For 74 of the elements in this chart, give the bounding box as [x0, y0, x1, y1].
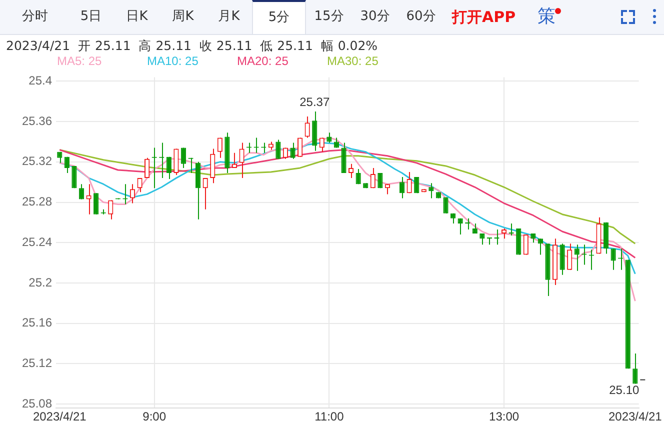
candlestick	[108, 200, 114, 220]
chart-subtitle: 2023/4/21 开 25.11 高 25.11 收 25.11 低 25.11 幅 0.02%	[6, 38, 378, 55]
candlestick	[137, 178, 142, 193]
candlestick	[210, 148, 216, 184]
candlestick	[239, 142, 244, 179]
text: 策	[538, 5, 556, 29]
candlestick	[560, 243, 565, 276]
text: 月K	[217, 8, 241, 26]
candlestick	[414, 176, 420, 194]
candlestick	[166, 156, 172, 180]
candlestick	[130, 184, 136, 204]
y-tick-label: 25.12	[22, 356, 52, 370]
candlestick	[356, 168, 361, 185]
text: 5分	[252, 0, 306, 34]
candlestick	[399, 176, 405, 199]
candlestick	[632, 353, 638, 384]
candlestick	[276, 139, 281, 160]
candlestick	[574, 244, 580, 272]
candlestick	[232, 152, 238, 168]
text: 60分	[405, 8, 437, 26]
annotation: 25.37	[300, 94, 330, 109]
candlestick	[501, 228, 507, 240]
candlestick	[348, 163, 354, 179]
text: 30分	[359, 8, 391, 26]
candlestick	[523, 234, 528, 256]
candlestick	[319, 137, 324, 152]
y-tick-label: 25.24	[22, 234, 52, 249]
candlestick	[196, 161, 201, 220]
candlestick	[202, 178, 208, 210]
candlestick	[428, 182, 434, 199]
candlestick	[610, 248, 616, 270]
candlestick	[86, 184, 92, 215]
text: 日K	[125, 8, 149, 26]
text: 分时	[21, 8, 49, 26]
candlestick	[567, 243, 572, 270]
x-tick-label: 2023/4/21	[608, 410, 662, 423]
text: 打开APP	[452, 7, 516, 28]
annotation: 25.10	[609, 383, 640, 398]
x-tick-label: 13:00	[489, 410, 520, 423]
candlestick	[378, 172, 383, 189]
y-tick-label: 25.4	[28, 74, 52, 88]
candlestick	[406, 172, 412, 194]
x-tick-label: 9:00	[142, 410, 166, 423]
y-tick-label: 25.08	[22, 396, 52, 410]
text: MA10: 25	[147, 54, 200, 68]
candlestick	[458, 218, 463, 236]
y-tick-label: 25.16	[22, 316, 52, 330]
y-tick-label: 25.28	[22, 194, 52, 209]
candlestick	[217, 137, 222, 158]
candlestick	[180, 147, 186, 168]
text: MA30: 25	[327, 54, 380, 68]
candlestick	[64, 156, 70, 174]
candlestick	[174, 148, 179, 176]
candlestick	[326, 132, 332, 144]
x-tick-label: 11:00	[314, 410, 344, 423]
y-tick-label: 25.36	[22, 114, 52, 128]
candlestick	[480, 233, 485, 246]
text: 15分	[313, 8, 345, 26]
y-tick-label: 25.2	[28, 275, 52, 290]
candlestick	[78, 184, 84, 200]
text: 周K	[171, 8, 195, 26]
x-tick-label: 2023/4/21	[32, 410, 87, 423]
text: 5日	[79, 8, 103, 26]
candlestick	[341, 142, 346, 174]
y-tick-label: 25.32	[22, 154, 52, 168]
text: MA5: 25	[57, 54, 103, 68]
candlestick	[290, 142, 296, 160]
candlestick	[144, 157, 150, 179]
candlestick	[530, 233, 536, 244]
text: MA20: 25	[237, 54, 290, 68]
candlestick	[312, 110, 318, 152]
candlestick	[370, 167, 376, 189]
candlestick	[538, 238, 544, 256]
candlestick	[304, 116, 310, 138]
